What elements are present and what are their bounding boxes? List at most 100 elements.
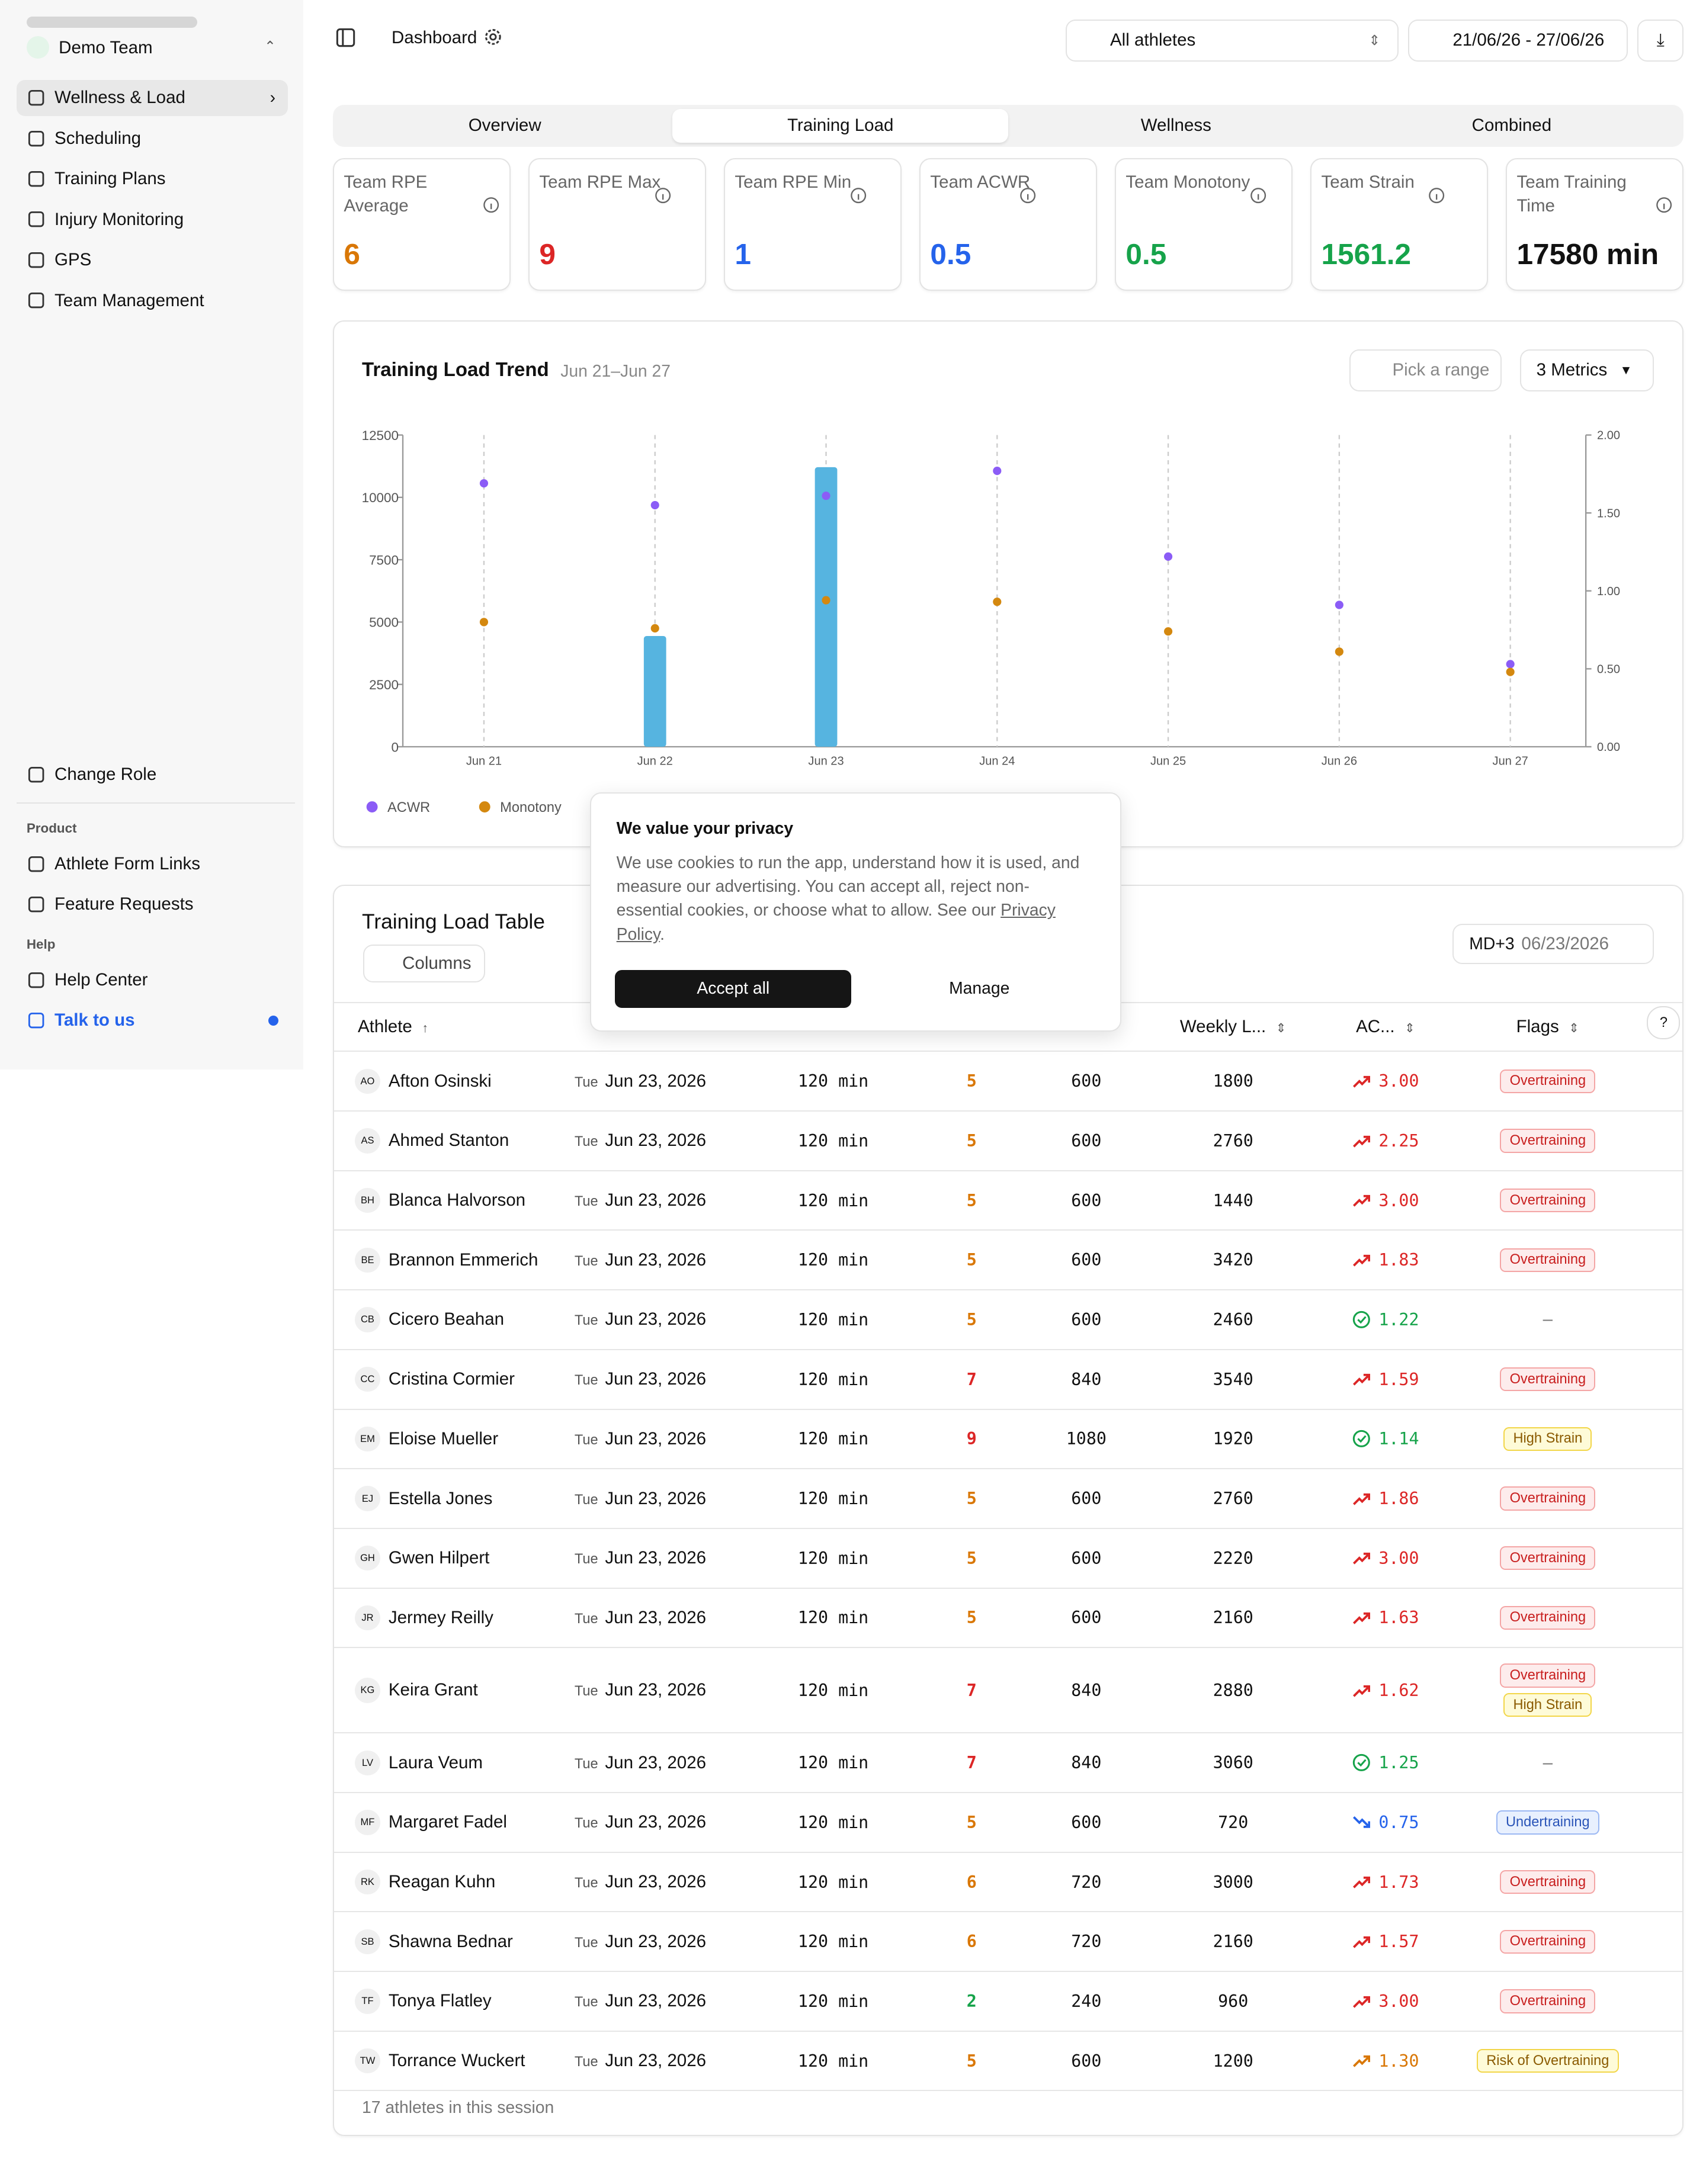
athlete-name[interactable]: Afton Osinski [388,1071,492,1091]
athlete-name[interactable]: Eloise Mueller [388,1428,499,1448]
athlete-name[interactable]: Cicero Beahan [388,1309,505,1329]
athlete-name[interactable]: Gwen Hilpert [388,1548,490,1568]
athlete-cell: SB Shawna Bednar [334,1929,567,1954]
table-row: RK Reagan Kuhn Tue Jun 23, 2026 120 min 6 720 3… [333,1851,1683,1912]
privacy-link[interactable]: Privacy Policy [616,901,1056,944]
metrics-button-text: 3 Metrics [1536,360,1608,380]
nav-item[interactable]: Team Management [17,282,288,319]
athlete-name[interactable]: Jermey Reilly [388,1607,493,1627]
download-button[interactable]: ⤓ [1637,20,1684,62]
athlete-name[interactable]: Laura Veum [388,1752,483,1772]
stat-value: 9 [539,237,556,271]
metrics-button[interactable]: 3 Metrics ▼ [1519,349,1654,391]
md-select[interactable]: MD+3 06/23/2026 [1452,924,1654,965]
header-cell[interactable]: Flags ⇕ [1516,1017,1580,1037]
nav-item[interactable]: Athlete Form Links [17,846,288,882]
tab[interactable]: Combined [1471,115,1552,136]
manage-button[interactable]: Manage [949,979,1010,998]
nav-item[interactable]: GPS [17,242,288,278]
date-cell: Tue Jun 23, 2026 [567,1608,756,1628]
point [479,478,488,487]
athlete-filter[interactable]: All athletes ⇕ [1065,20,1399,62]
legend-marker [479,801,490,812]
day: Tue [574,1313,598,1329]
header-cell[interactable]: Athlete ↑ [357,1017,428,1037]
flag-badge: Overtraining [1500,1989,1596,2013]
columns-button[interactable]: Columns [363,945,485,983]
info-icon[interactable] [850,187,867,204]
load: 600 [1071,1190,1102,1210]
acwr: 1.62 [1378,1680,1419,1700]
athlete-name[interactable]: Brannon Emmerich [388,1250,538,1270]
athlete-name[interactable]: Keira Grant [388,1680,478,1700]
nav-item[interactable]: Change Role [17,756,288,792]
athlete-cell: RK Reagan Kuhn [334,1869,567,1895]
rpe: 5 [966,1489,977,1508]
icon [28,766,44,783]
athlete-name[interactable]: Torrance Wuckert [388,2051,525,2071]
date-range[interactable]: 21/06/26 - 27/06/26 [1408,20,1628,62]
range-button[interactable]: Pick a range [1349,349,1502,391]
sidebar-toggle[interactable] [336,28,355,47]
info-icon[interactable] [1250,187,1266,204]
athlete-cell: AO Afton Osinski [334,1068,567,1094]
tab[interactable]: Wellness [1140,115,1211,136]
athlete-name[interactable]: Cristina Cormier [388,1369,515,1389]
tab[interactable]: Training Load [672,109,1009,143]
icon [28,1013,44,1029]
athlete-name[interactable]: Margaret Fadel [388,1812,507,1832]
nav-item[interactable]: Injury Monitoring [17,201,288,237]
point [1163,552,1173,561]
athlete-name[interactable]: Shawna Bednar [388,1931,513,1951]
duration: 120 min [797,1190,869,1210]
athlete-name[interactable]: Estella Jones [388,1488,493,1508]
duration: 120 min [797,1130,869,1151]
trend-icon [1352,1685,1370,1697]
flags-cell: Overtraining [1444,1855,1651,1909]
avatar: EM [355,1426,380,1452]
weekly-load: 2160 [1213,1608,1253,1628]
flag-badge: Overtraining [1500,1605,1596,1630]
flags-cell: Overtraining High Strain [1444,1648,1651,1732]
info-icon[interactable] [655,187,671,204]
nav-item[interactable]: Help Center [17,962,288,998]
flag-badge: Risk of Overtraining [1477,2048,1619,2073]
team-switch[interactable]: ⌃ [264,38,276,54]
info-icon[interactable] [1019,187,1036,204]
info-icon[interactable] [1428,187,1445,204]
trend-icon [1352,1612,1370,1624]
y-tick-label: 10000 [361,490,398,505]
acwr-cell: 1.22 [1327,1310,1444,1329]
athlete-name[interactable]: Tonya Flatley [388,1991,492,2011]
duration: 120 min [797,2051,869,2071]
nav-item[interactable]: Scheduling [17,120,288,156]
stat-label: Team RPE Min [735,172,852,192]
load: 600 [1071,1130,1102,1151]
nav-item[interactable]: Wellness & Load › [17,79,288,116]
tab[interactable]: Overview [468,115,541,136]
trend-icon [1352,2055,1370,2067]
table-row: BE Brannon Emmerich Tue Jun 23, 2026 120 min… [333,1229,1683,1289]
nav-item[interactable]: Feature Requests [17,887,288,923]
athlete-name[interactable]: Reagan Kuhn [388,1872,496,1892]
duration: 120 min [797,1369,869,1389]
point [479,617,488,627]
nav-item[interactable]: Talk to us [17,1003,288,1039]
accept-button[interactable]: Accept all [615,969,852,1008]
weekly-load: 1440 [1213,1190,1253,1210]
nav-item[interactable]: Training Plans [17,160,288,197]
team-name[interactable]: Demo Team [59,37,153,57]
help-button[interactable]: ? [1647,1006,1681,1040]
duration: 120 min [797,1812,869,1832]
acwr-cell: 1.57 [1327,1932,1444,1951]
header-cell[interactable]: AC... ⇕ [1356,1017,1415,1037]
athlete-name[interactable]: Blanca Halvorson [388,1190,526,1210]
athlete-name[interactable]: Ahmed Stanton [388,1130,509,1151]
point [1506,667,1515,676]
info-icon[interactable] [483,197,499,213]
header-cell[interactable]: Weekly L... ⇕ [1179,1017,1287,1037]
info-icon[interactable] [1656,197,1672,213]
weekly-load: 3060 [1213,1753,1253,1773]
settings-icon[interactable] [484,28,502,46]
